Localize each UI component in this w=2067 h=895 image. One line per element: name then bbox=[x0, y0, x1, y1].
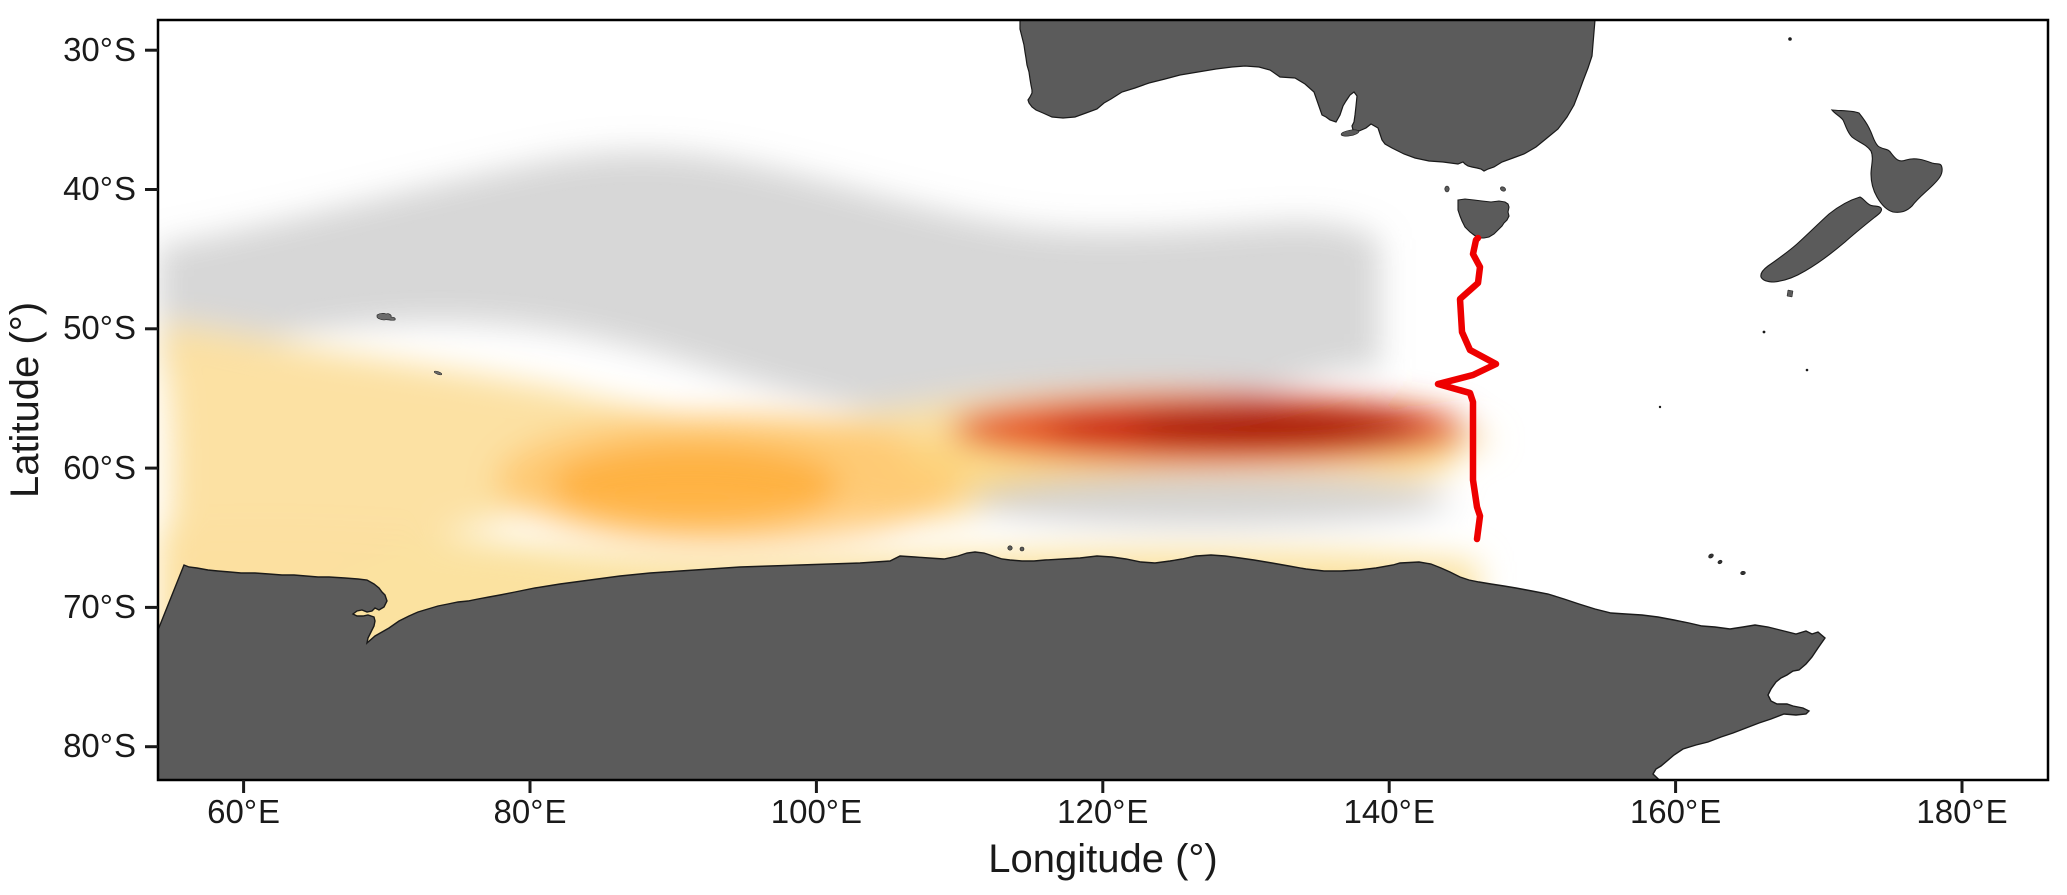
svg-text:60°S: 60°S bbox=[63, 449, 136, 486]
svg-text:Latitude (°): Latitude (°) bbox=[3, 302, 47, 498]
svg-text:180°E: 180°E bbox=[1916, 793, 2007, 830]
svg-text:80°S: 80°S bbox=[63, 727, 136, 764]
svg-text:50°S: 50°S bbox=[63, 309, 136, 346]
svg-text:60°E: 60°E bbox=[207, 793, 280, 830]
svg-text:120°E: 120°E bbox=[1057, 793, 1148, 830]
svg-text:30°S: 30°S bbox=[63, 31, 136, 68]
svg-text:80°E: 80°E bbox=[494, 793, 567, 830]
svg-text:40°S: 40°S bbox=[63, 170, 136, 207]
svg-text:100°E: 100°E bbox=[771, 793, 862, 830]
svg-text:Longitude (°): Longitude (°) bbox=[988, 837, 1217, 881]
svg-text:160°E: 160°E bbox=[1630, 793, 1721, 830]
svg-text:140°E: 140°E bbox=[1344, 793, 1435, 830]
svg-text:70°S: 70°S bbox=[63, 588, 136, 625]
